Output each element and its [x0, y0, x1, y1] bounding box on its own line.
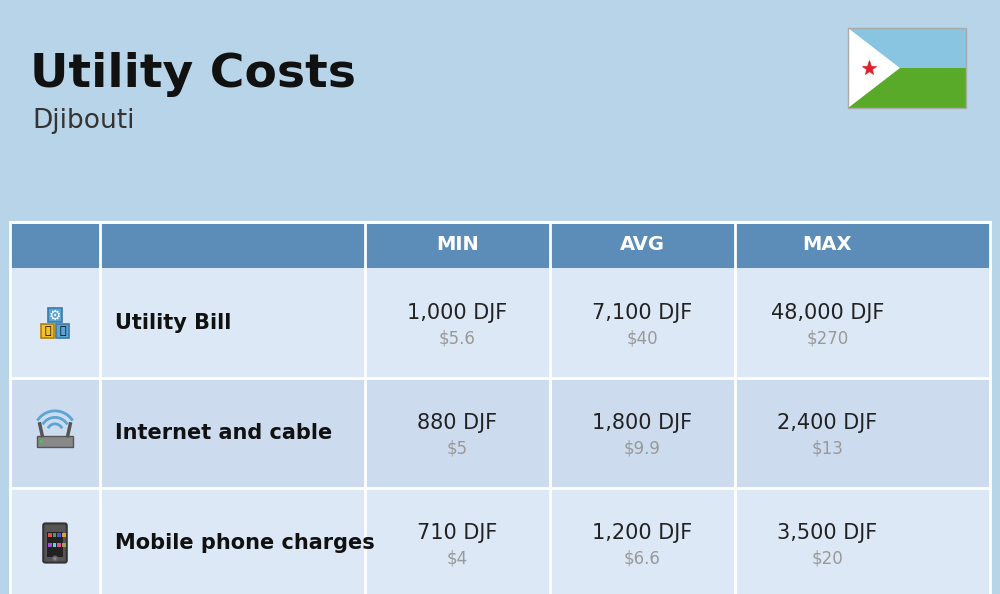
Text: $4: $4 — [447, 550, 468, 568]
Text: 1,000 DJF: 1,000 DJF — [407, 303, 508, 323]
Text: 1,200 DJF: 1,200 DJF — [592, 523, 693, 543]
Text: 7,100 DJF: 7,100 DJF — [592, 303, 693, 323]
Text: $6.6: $6.6 — [624, 550, 661, 568]
Bar — [848, 28, 966, 68]
Circle shape — [53, 556, 57, 561]
Bar — [48, 308, 62, 322]
Text: AVG: AVG — [620, 235, 665, 254]
Bar — [848, 28, 966, 108]
Text: 48,000 DJF: 48,000 DJF — [771, 303, 884, 323]
Text: $13: $13 — [812, 440, 843, 458]
Text: $5.6: $5.6 — [439, 330, 476, 348]
Text: Mobile phone charges: Mobile phone charges — [115, 533, 375, 553]
Text: 1,800 DJF: 1,800 DJF — [592, 413, 693, 433]
Text: 2,400 DJF: 2,400 DJF — [777, 413, 878, 433]
Text: 3,500 DJF: 3,500 DJF — [777, 523, 878, 543]
FancyBboxPatch shape — [43, 523, 67, 563]
Bar — [10, 268, 990, 378]
Bar — [56, 324, 69, 337]
Bar — [37, 435, 73, 447]
Bar — [53, 533, 56, 536]
Text: Utility Costs: Utility Costs — [30, 52, 356, 97]
Bar — [62, 533, 66, 536]
Text: $40: $40 — [627, 330, 658, 348]
Bar — [47, 532, 63, 557]
Text: ⚙: ⚙ — [49, 309, 61, 323]
Bar — [10, 222, 990, 594]
Bar — [10, 488, 990, 594]
Bar — [57, 533, 61, 536]
Text: $5: $5 — [447, 440, 468, 458]
Text: MIN: MIN — [436, 235, 479, 254]
Text: 880 DJF: 880 DJF — [417, 413, 498, 433]
Polygon shape — [848, 28, 900, 108]
Text: MAX: MAX — [803, 235, 852, 254]
Text: $20: $20 — [812, 550, 843, 568]
Bar — [48, 543, 52, 546]
Bar — [10, 222, 990, 268]
Text: 710 DJF: 710 DJF — [417, 523, 498, 543]
Bar — [53, 543, 56, 546]
Text: $270: $270 — [806, 330, 849, 348]
Text: Djibouti: Djibouti — [32, 108, 134, 134]
Bar — [848, 68, 966, 108]
Text: Internet and cable: Internet and cable — [115, 423, 332, 443]
Bar — [48, 533, 52, 536]
Circle shape — [40, 440, 43, 443]
Text: 💧: 💧 — [59, 326, 66, 336]
Bar — [10, 378, 990, 488]
Bar — [41, 324, 54, 337]
Text: $9.9: $9.9 — [624, 440, 661, 458]
Text: 🔌: 🔌 — [44, 326, 51, 336]
Text: Utility Bill: Utility Bill — [115, 313, 231, 333]
Bar — [57, 543, 61, 546]
Bar — [62, 543, 66, 546]
